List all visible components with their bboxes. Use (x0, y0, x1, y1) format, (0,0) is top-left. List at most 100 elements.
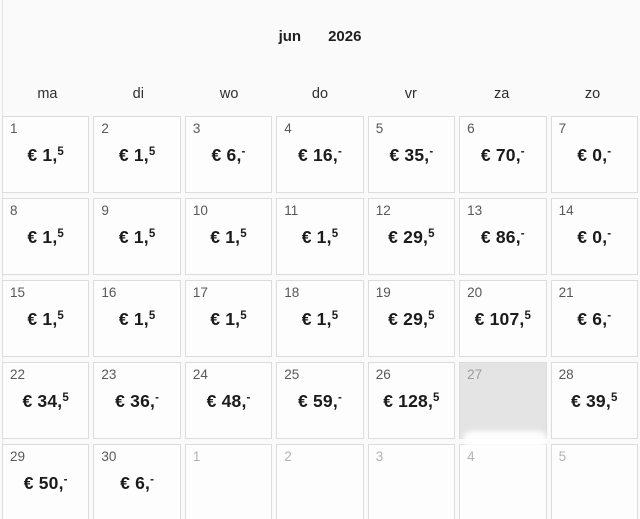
day-price: € 39,5 (571, 391, 618, 411)
weekday-header-row: ma di wo do vr za zo (0, 86, 640, 102)
day-cell[interactable]: 1 € 1,5 (2, 116, 90, 193)
day-cell[interactable]: 22 € 34,5 (2, 362, 90, 439)
day-number: 25 (284, 367, 300, 382)
day-cell[interactable]: 12 € 29,5 (367, 198, 456, 275)
day-cell[interactable]: 8 € 1,5 (2, 198, 90, 275)
day-number: 9 (101, 203, 109, 218)
day-price: € 1,5 (27, 145, 65, 165)
day-cell[interactable]: 7 € 0,- (550, 116, 638, 193)
day-number: 7 (558, 121, 567, 136)
day-cell[interactable]: 25 € 59,- (276, 362, 364, 439)
month-select[interactable]: jun (278, 28, 302, 45)
day-price: € 1,5 (118, 309, 156, 329)
day-price: € 6,- (120, 473, 155, 493)
day-price: € 1,5 (301, 309, 339, 329)
day-cell[interactable]: 9 € 1,5 (93, 198, 181, 275)
day-cell: 3 (367, 444, 456, 519)
day-number: 20 (467, 285, 483, 300)
day-price: € 1,5 (27, 309, 65, 329)
day-cell[interactable]: 23 € 36,- (93, 362, 181, 439)
day-number: 28 (558, 367, 574, 382)
weekday-label: wo (219, 86, 239, 102)
day-number: 10 (192, 203, 208, 218)
day-number: 8 (10, 203, 18, 218)
day-number: 14 (558, 203, 574, 218)
day-number: 2 (101, 121, 109, 136)
day-number: 22 (10, 367, 26, 382)
day-cell[interactable]: 28 € 39,5 (550, 362, 638, 439)
day-price: € 36,- (115, 391, 160, 411)
day-number: 27 (467, 367, 483, 382)
day-number: 4 (467, 449, 475, 464)
day-cell[interactable]: 3 € 6,- (184, 116, 273, 193)
day-number: 5 (558, 449, 567, 464)
day-price: € 59,- (298, 391, 342, 411)
day-number: 15 (10, 285, 26, 300)
day-number: 3 (375, 449, 384, 464)
weekday-label: za (494, 86, 510, 102)
day-number: 6 (467, 121, 475, 136)
day-cell: 2 (276, 444, 364, 519)
day-number: 1 (10, 121, 18, 136)
day-number: 23 (101, 367, 117, 382)
day-number: 18 (284, 285, 300, 300)
day-cell: 27 (459, 362, 547, 439)
day-price: € 107,5 (474, 309, 532, 329)
day-number: 4 (284, 121, 292, 136)
day-price: € 0,- (577, 145, 612, 165)
day-number: 30 (101, 449, 117, 464)
day-number: 2 (284, 449, 292, 464)
day-price: € 35,- (389, 145, 434, 165)
day-number: 24 (192, 367, 208, 382)
day-cell[interactable]: 14 € 0,- (550, 198, 638, 275)
day-cell[interactable]: 29 € 50,- (2, 444, 90, 519)
weekday-label: di (132, 86, 144, 102)
weekday-label: do (311, 86, 329, 102)
day-price: € 48,- (206, 391, 251, 411)
day-price: € 1,5 (210, 227, 247, 247)
day-price: € 16,- (298, 145, 342, 165)
day-number: 17 (192, 285, 208, 300)
day-cell[interactable]: 11 € 1,5 (276, 198, 364, 275)
day-cell[interactable]: 6 € 70,- (459, 116, 547, 193)
day-number: 12 (375, 203, 391, 218)
calendar-header: jun 2026 (0, 0, 640, 45)
day-cell: 5 (550, 444, 638, 519)
day-cell[interactable]: 24 € 48,- (184, 362, 273, 439)
day-number: 19 (375, 285, 391, 300)
day-price: € 29,5 (388, 227, 435, 247)
day-price: € 1,5 (27, 227, 65, 247)
day-cell[interactable]: 21 € 6,- (550, 280, 638, 357)
day-cell[interactable]: 15 € 1,5 (2, 280, 90, 357)
day-cell[interactable]: 16 € 1,5 (93, 280, 181, 357)
day-cell[interactable]: 18 € 1,5 (276, 280, 364, 357)
day-cell: 4 (459, 444, 547, 519)
day-price: € 6,- (211, 145, 246, 165)
day-cell[interactable]: 30 € 6,- (93, 444, 181, 519)
day-price: € 1,5 (118, 227, 156, 247)
day-price: € 86,- (480, 227, 525, 247)
day-cell[interactable]: 4 € 16,- (276, 116, 364, 193)
day-price: € 1,5 (118, 145, 156, 165)
day-price: € 29,5 (388, 309, 435, 329)
day-cell[interactable]: 10 € 1,5 (184, 198, 273, 275)
day-cell[interactable]: 26 € 128,5 (367, 362, 456, 439)
day-cell[interactable]: 20 € 107,5 (459, 280, 547, 357)
day-cell[interactable]: 5 € 35,- (367, 116, 456, 193)
day-number: 5 (375, 121, 384, 136)
day-price: € 70,- (480, 145, 525, 165)
day-price: € 0,- (577, 227, 612, 247)
day-cell[interactable]: 19 € 29,5 (367, 280, 456, 357)
weekday-label: ma (37, 86, 58, 102)
highlight-blob (463, 431, 547, 448)
day-price: € 50,- (23, 473, 68, 493)
day-cell: 1 (184, 444, 273, 519)
day-cell[interactable]: 13 € 86,- (459, 198, 547, 275)
weekday-label: vr (404, 86, 417, 102)
year-select[interactable]: 2026 (328, 28, 362, 45)
day-cell[interactable]: 2 € 1,5 (93, 116, 181, 193)
day-cell[interactable]: 17 € 1,5 (184, 280, 273, 357)
day-number: 16 (101, 285, 117, 300)
day-price: € 1,5 (210, 309, 247, 329)
